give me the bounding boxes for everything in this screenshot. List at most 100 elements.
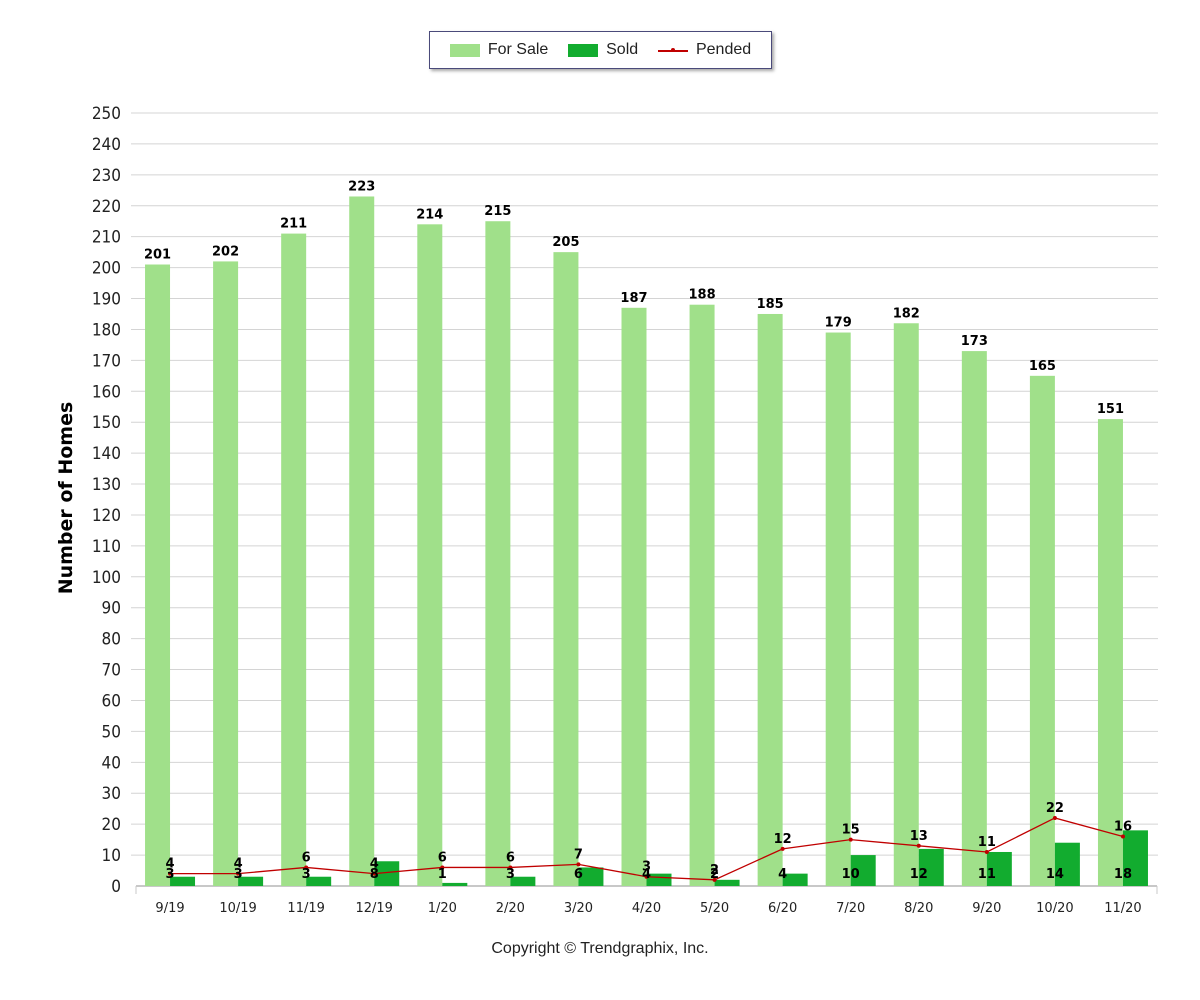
point-pended: [644, 874, 649, 879]
point-pended: [508, 865, 513, 870]
data-label-pended: 4: [234, 857, 243, 872]
point-pended: [1120, 834, 1125, 839]
data-label-sold: 12: [910, 867, 928, 882]
bar-sold: [850, 855, 876, 886]
bar-sold: [238, 876, 264, 886]
point-pended: [916, 843, 921, 848]
y-tick-label: 180: [92, 320, 121, 340]
point-pended: [304, 865, 309, 870]
y-tick-label: 50: [102, 722, 121, 742]
legend-label-pended: Pended: [695, 41, 752, 58]
copyright-text: Copyright © Trendgraphix, Inc.: [491, 940, 709, 957]
bar-sold: [1122, 830, 1148, 886]
legend-item-pended: Pended: [657, 41, 752, 59]
bar-sold: [442, 882, 468, 886]
bar-sold: [1054, 842, 1080, 886]
data-label-pended: 11: [978, 835, 996, 850]
data-label-for-sale: 205: [552, 235, 579, 250]
data-label-pended: 12: [774, 832, 792, 847]
data-label-sold: 1: [438, 867, 447, 882]
data-label-for-sale: 173: [961, 334, 988, 349]
point-pended: [576, 862, 581, 867]
bar-sold: [918, 848, 944, 886]
bar-for-sale: [145, 264, 171, 886]
data-label-pended: 7: [574, 847, 583, 862]
x-tick-label: 2/20: [496, 901, 525, 916]
x-tick-label: 12/19: [355, 901, 392, 916]
y-tick-label: 40: [102, 753, 121, 773]
point-pended: [848, 837, 853, 842]
data-label-for-sale: 165: [1029, 359, 1056, 374]
point-pended: [984, 849, 989, 854]
y-tick-label: 60: [102, 691, 121, 711]
y-tick-label: 160: [92, 382, 121, 402]
y-tick-label: 70: [102, 661, 121, 681]
bar-for-sale: [961, 351, 987, 887]
data-label-sold: 8: [370, 867, 379, 882]
data-label-for-sale: 223: [348, 179, 375, 194]
x-tick-label: 6/20: [768, 901, 797, 916]
point-pended: [372, 871, 377, 876]
bar-sold: [782, 873, 808, 886]
point-pended: [712, 877, 717, 882]
data-label-for-sale: 151: [1097, 402, 1124, 417]
data-label-sold: 11: [978, 867, 996, 882]
bar-for-sale: [485, 221, 511, 887]
y-tick-label: 80: [102, 630, 121, 650]
bar-for-sale: [281, 233, 307, 886]
data-label-for-sale: 182: [893, 306, 920, 321]
data-label-for-sale: 185: [757, 297, 784, 312]
legend-swatch-sold: [568, 43, 599, 57]
x-tick-label: 10/19: [219, 901, 256, 916]
y-tick-label: 230: [92, 166, 121, 186]
data-label-sold: 3: [506, 867, 515, 882]
point-pended: [780, 846, 785, 851]
y-tick-label: 10: [102, 846, 121, 866]
y-tick-label: 220: [92, 197, 121, 217]
data-label-pended: 16: [1114, 820, 1132, 835]
data-label-for-sale: 202: [212, 244, 239, 259]
data-label-sold: 6: [574, 867, 583, 882]
x-tick-label: 7/20: [836, 901, 865, 916]
bar-for-sale: [1097, 419, 1123, 886]
y-tick-label: 250: [92, 104, 121, 124]
legend-label-for-sale: For Sale: [487, 41, 549, 58]
data-label-for-sale: 179: [825, 316, 852, 331]
x-tick-label: 3/20: [564, 901, 593, 916]
data-label-sold: 3: [166, 867, 175, 882]
y-tick-label: 0: [111, 877, 121, 897]
bar-for-sale: [621, 307, 647, 886]
data-label-pended: 4: [370, 857, 379, 872]
legend-swatch-for-sale: [449, 43, 480, 57]
legend: For Sale Sold Pended: [429, 31, 772, 69]
x-tick-label: 4/20: [632, 901, 661, 916]
y-tick-label: 100: [92, 568, 121, 588]
x-tick-label: 11/19: [287, 901, 324, 916]
bar-for-sale: [213, 261, 239, 886]
x-tick-label: 11/20: [1104, 901, 1141, 916]
y-tick-label: 200: [92, 259, 121, 279]
data-label-for-sale: 214: [416, 207, 443, 222]
bar-for-sale: [553, 252, 579, 886]
legend-item-for-sale: For Sale: [449, 41, 549, 59]
data-label-pended: 6: [438, 850, 447, 865]
data-label-sold: 4: [778, 867, 787, 882]
bar-for-sale: [757, 313, 783, 887]
data-label-sold: 3: [234, 867, 243, 882]
data-label-for-sale: 188: [688, 288, 715, 303]
y-tick-label: 190: [92, 290, 121, 310]
data-label-for-sale: 215: [484, 204, 511, 219]
bar-for-sale: [893, 323, 919, 887]
bar-sold: [170, 876, 196, 886]
bar-sold: [578, 867, 604, 886]
bar-sold: [306, 876, 332, 886]
point-pended: [168, 871, 173, 876]
y-tick-label: 110: [92, 537, 121, 557]
legend-item-sold: Sold: [568, 41, 638, 59]
data-label-pended: 13: [910, 829, 928, 844]
bar-for-sale: [825, 332, 851, 887]
y-tick-label: 150: [92, 413, 121, 433]
bar-for-sale: [1029, 375, 1055, 886]
bar-sold: [510, 876, 536, 886]
